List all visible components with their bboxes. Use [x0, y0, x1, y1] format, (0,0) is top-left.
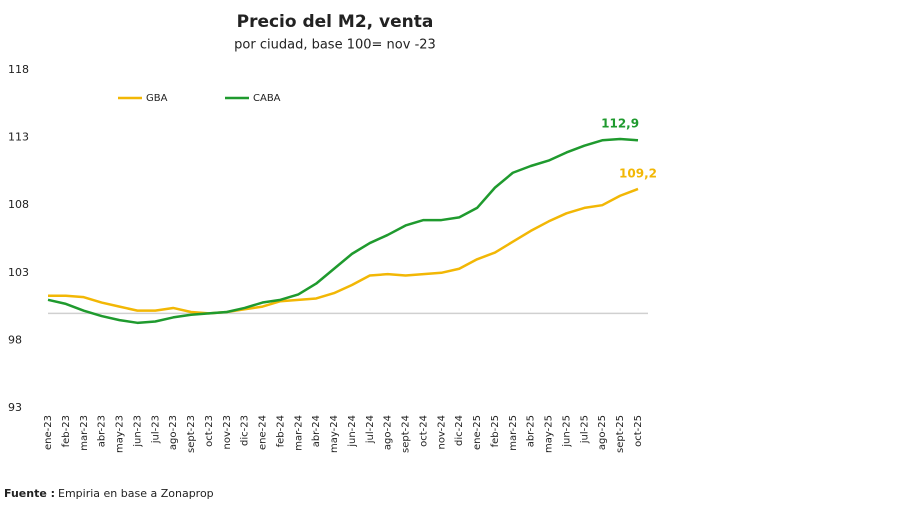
chart-subtitle: por ciudad, base 100= nov -23 — [234, 38, 436, 53]
x-tick-label: ago-24 — [383, 415, 394, 450]
x-tick-label: nov-23 — [222, 415, 233, 449]
x-tick-label: oct-24 — [418, 415, 429, 447]
x-tick-label: jun-25 — [561, 415, 572, 448]
x-tick-label: oct-25 — [633, 415, 644, 447]
value-label: 112,9 — [601, 116, 639, 130]
y-tick-label: 93 — [8, 401, 22, 414]
x-tick-label: ago-23 — [168, 415, 179, 450]
value-label: 109,2 — [619, 166, 657, 180]
x-tick-label: abr-23 — [97, 415, 108, 447]
line — [48, 187, 639, 315]
x-tick-label: jun-23 — [132, 415, 143, 448]
x-tick-label: abr-25 — [526, 415, 537, 447]
y-tick-label: 118 — [8, 63, 29, 76]
y-tick-label: 108 — [8, 198, 29, 211]
chart-title: Precio del M2, venta — [237, 12, 434, 32]
x-tick-label: dic-23 — [240, 415, 251, 446]
x-tick-label: ene-23 — [43, 415, 54, 450]
x-tick-label: mar-25 — [508, 415, 519, 451]
y-tick-label: 98 — [8, 333, 22, 346]
legend-label: CABA — [253, 93, 281, 104]
x-tick-label: jul-25 — [579, 415, 590, 444]
x-tick-label: feb-24 — [275, 415, 286, 447]
x-tick-label: sept-25 — [615, 415, 626, 453]
x-tick-label: sept-24 — [401, 415, 412, 453]
x-tick-label: nov-24 — [436, 415, 447, 449]
source-label: Fuente : — [4, 487, 55, 500]
x-tick-label: may-25 — [544, 415, 555, 453]
line — [47, 137, 639, 325]
x-tick-label: jun-24 — [347, 415, 358, 448]
x-tick-label: mar-23 — [79, 415, 90, 451]
x-tick-label: jul-24 — [365, 415, 376, 444]
x-tick-label: dic-24 — [454, 415, 465, 446]
x-tick-label: feb-25 — [490, 415, 501, 447]
x-tick-label: may-23 — [115, 415, 126, 453]
x-tick-label: feb-23 — [61, 415, 72, 447]
x-tick-label: ago-25 — [597, 415, 608, 450]
x-tick-label: oct-23 — [204, 415, 215, 447]
x-tick-label: sept-23 — [186, 415, 197, 453]
x-tick-label: jul-23 — [150, 415, 161, 444]
x-tick-label: mar-24 — [293, 415, 304, 451]
y-tick-label: 113 — [8, 131, 29, 144]
source: Empiria en base a Zonaprop — [58, 487, 214, 500]
y-tick-label: 103 — [8, 266, 29, 279]
legend-label: GBA — [146, 93, 168, 104]
x-tick-label: may-24 — [329, 415, 340, 453]
x-tick-label: ene-25 — [472, 415, 483, 450]
x-tick-label: ene-24 — [258, 415, 269, 450]
x-tick-label: abr-24 — [311, 415, 322, 447]
